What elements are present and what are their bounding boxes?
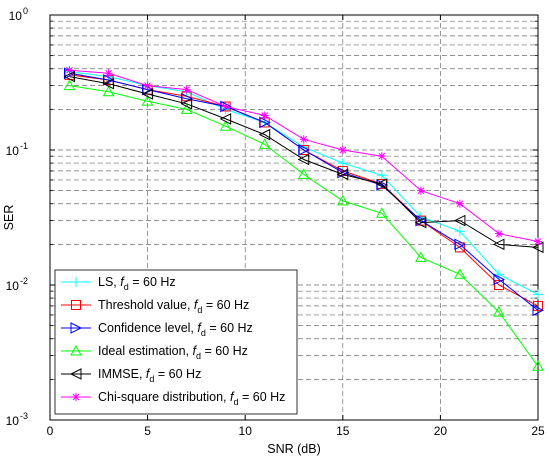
series-5 bbox=[65, 66, 542, 246]
legend-label: Threshold value, fd = 60 Hz bbox=[98, 298, 249, 315]
data-point-marker bbox=[414, 216, 427, 229]
data-point-marker bbox=[260, 111, 269, 120]
data-point-marker bbox=[493, 306, 505, 317]
legend-entry: Chi-square distribution, fd = 60 Hz bbox=[61, 390, 285, 407]
data-point-marker bbox=[376, 179, 388, 191]
legend-label: Ideal estimation, fd = 60 Hz bbox=[98, 344, 248, 361]
data-point-marker bbox=[259, 116, 271, 129]
x-tick-label: 25 bbox=[531, 424, 545, 438]
y-axis-label: SER bbox=[2, 205, 16, 231]
data-point-marker bbox=[453, 214, 466, 227]
data-point-marker bbox=[63, 79, 76, 91]
x-tick-label: 10 bbox=[239, 424, 253, 438]
data-point-marker bbox=[376, 170, 387, 181]
data-point-marker bbox=[493, 273, 506, 286]
data-point-marker bbox=[377, 152, 386, 161]
legend-label: Chi-square distribution, fd = 60 Hz bbox=[98, 390, 285, 407]
series-layer bbox=[63, 66, 545, 371]
data-point-marker bbox=[180, 97, 193, 110]
data-point-marker bbox=[69, 368, 82, 380]
data-point-marker bbox=[297, 153, 310, 166]
data-point-marker bbox=[532, 304, 545, 317]
data-point-marker bbox=[534, 237, 542, 246]
series-4 bbox=[63, 70, 544, 254]
data-point-marker bbox=[492, 238, 505, 251]
legend-label: LS, fd = 60 Hz bbox=[98, 275, 176, 292]
data-point-marker bbox=[219, 113, 232, 125]
legend-entry: LS, fd = 60 Hz bbox=[61, 275, 176, 292]
data-point-marker bbox=[454, 226, 465, 237]
data-point-marker bbox=[219, 120, 232, 131]
data-point-marker bbox=[102, 77, 115, 90]
data-point-marker bbox=[103, 74, 115, 86]
x-tick-label: 5 bbox=[144, 424, 151, 438]
data-point-marker bbox=[493, 269, 504, 280]
data-point-marker bbox=[102, 85, 115, 97]
series-3 bbox=[63, 79, 544, 371]
legend-entries: LS, fd = 60 Hz Threshold value, fd = 60 H… bbox=[61, 275, 285, 407]
data-point-marker bbox=[338, 146, 347, 154]
data-point-marker bbox=[415, 251, 427, 262]
data-point-marker bbox=[71, 277, 81, 287]
legend-entry: Ideal estimation, fd = 60 Hz bbox=[61, 344, 248, 361]
x-tick-label: 15 bbox=[336, 424, 350, 438]
data-point-marker bbox=[258, 128, 271, 141]
data-point-marker bbox=[104, 69, 113, 78]
data-point-marker bbox=[141, 88, 154, 100]
legend-entry: Confidence level, fd = 60 Hz bbox=[61, 321, 253, 338]
x-tick-label: 0 bbox=[47, 424, 54, 438]
data-point-marker bbox=[494, 229, 503, 238]
data-point-marker bbox=[336, 168, 349, 181]
data-point-marker bbox=[375, 207, 388, 218]
data-point-marker bbox=[143, 81, 152, 90]
legend-label: Confidence level, fd = 60 Hz bbox=[98, 321, 253, 338]
data-point-marker bbox=[533, 289, 543, 300]
data-point-marker bbox=[72, 393, 80, 401]
data-point-marker bbox=[70, 344, 82, 356]
data-point-marker bbox=[336, 194, 349, 206]
legend-box bbox=[54, 269, 298, 415]
series-line bbox=[69, 85, 539, 367]
data-point-marker bbox=[416, 186, 425, 195]
x-axis-label: SNR (dB) bbox=[267, 442, 320, 456]
data-point-marker bbox=[258, 138, 271, 149]
data-point-marker bbox=[182, 85, 191, 94]
legend-entry: IMMSE, fd = 60 Hz bbox=[61, 367, 201, 384]
data-point-marker bbox=[221, 102, 230, 111]
plot-frame bbox=[49, 14, 539, 421]
data-point-marker bbox=[297, 168, 310, 179]
series-line bbox=[69, 76, 539, 248]
data-point-marker bbox=[71, 300, 81, 310]
series-line bbox=[69, 72, 539, 311]
data-point-marker bbox=[70, 322, 83, 334]
data-point-marker bbox=[455, 199, 464, 208]
data-point-marker bbox=[532, 360, 544, 371]
data-point-marker bbox=[493, 280, 504, 290]
data-point-marker bbox=[454, 238, 467, 251]
data-point-marker bbox=[141, 95, 154, 106]
data-point-marker bbox=[375, 178, 388, 190]
data-point-marker bbox=[65, 66, 74, 75]
data-point-marker bbox=[298, 144, 310, 156]
data-point-marker bbox=[180, 103, 193, 114]
legend-label: IMMSE, fd = 60 Hz bbox=[98, 367, 201, 384]
legend: LS, fd = 60 Hz Threshold value, fd = 60 H… bbox=[54, 269, 298, 415]
data-point-marker bbox=[454, 268, 466, 279]
x-tick-label: 20 bbox=[434, 424, 448, 438]
legend-entry: Threshold value, fd = 60 Hz bbox=[61, 298, 249, 315]
data-point-marker bbox=[299, 135, 308, 144]
